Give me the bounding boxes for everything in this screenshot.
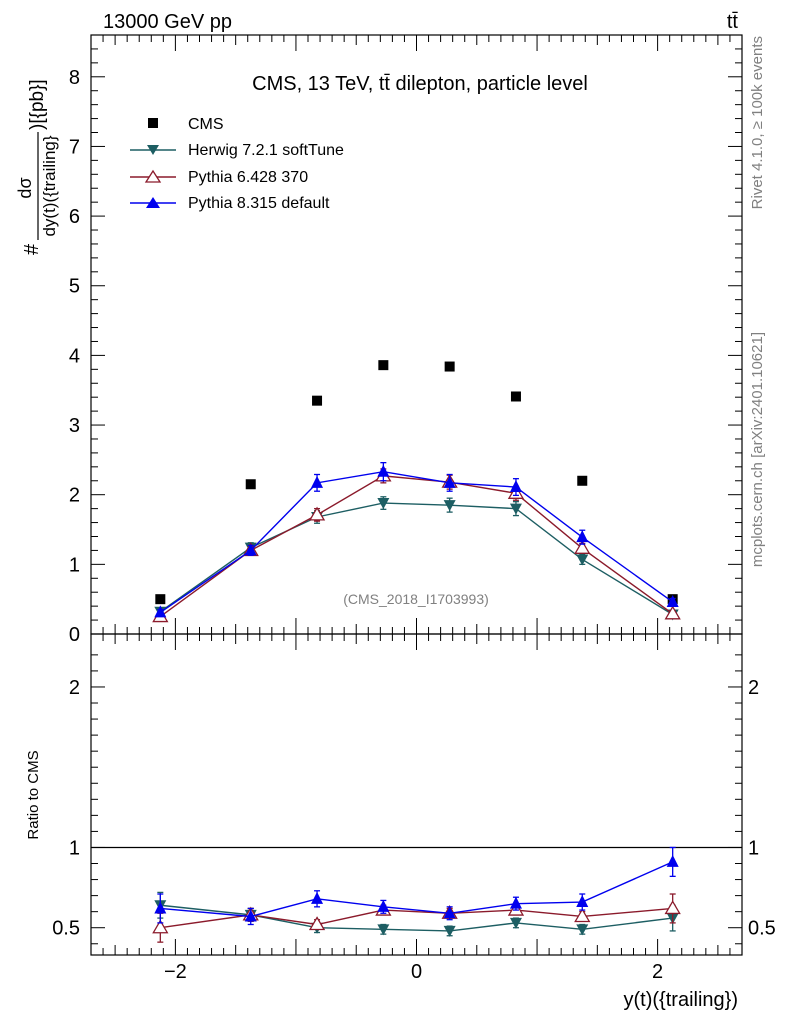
legend-label-pythia6: Pythia 6.428 370 xyxy=(188,169,308,186)
legend-marker-pythia8 xyxy=(146,197,160,208)
top-point-cms-0 xyxy=(510,391,521,402)
ratio-y-axis-label: Ratio to CMS xyxy=(25,750,42,839)
ratio-y-tick-label-right: 0.5 xyxy=(748,918,776,940)
ratio-y-tick-label-right: 2 xyxy=(748,677,759,699)
top-line-pythia-2 xyxy=(159,475,674,618)
ratio-point-pythia-3 xyxy=(509,896,522,909)
y-label-numerator: dσ xyxy=(15,177,35,198)
legend-entry-pythia8: Pythia 8.315 default xyxy=(130,195,330,212)
ratio-point-pythia-3 xyxy=(311,891,324,904)
ratio-point-pythia-2 xyxy=(152,919,169,934)
ratio-point-pythia-3 xyxy=(666,854,679,867)
ratio-point-herwig-1 xyxy=(576,924,589,936)
top-point-cms-0 xyxy=(155,594,166,605)
legend-entry-herwig: Herwig 7.2.1 softTune xyxy=(130,142,344,159)
ratio-point-pythia-3 xyxy=(244,909,257,922)
ratio-line-pythia-3 xyxy=(160,861,673,918)
top-point-pythia-3 xyxy=(244,543,257,556)
x-axis-label: y(t)({trailing}) xyxy=(624,989,738,1011)
ratio-y-tick-label-right: 1 xyxy=(748,837,759,859)
ratio-point-pythia-3 xyxy=(576,895,589,908)
ratio-axis-ticks xyxy=(91,654,742,945)
top-point-herwig-1 xyxy=(443,500,456,512)
legend: CMS Herwig 7.2.1 softTune Pythia 6.428 3… xyxy=(130,116,344,212)
top-point-herwig-1 xyxy=(377,498,390,510)
source-label: mcplots.cern.ch [arXiv:2401.10621] xyxy=(749,332,766,567)
top-y-axis-label: # dσ dy(t)({trailing} )[{pb}] xyxy=(15,79,59,255)
top-point-cms-0 xyxy=(444,361,455,372)
ratio-point-herwig-1 xyxy=(377,924,390,936)
x-tick-label: −2 xyxy=(164,961,187,983)
x-tick-labels: −2 0 2 xyxy=(164,961,663,983)
top-point-pythia-3 xyxy=(509,480,522,493)
x-axis-ticks xyxy=(102,35,731,955)
top-y-tick-label: 5 xyxy=(69,276,80,298)
top-point-pythia-2 xyxy=(308,506,326,521)
y-label-denominator: dy(t)({trailing} xyxy=(40,135,59,236)
legend-label-herwig: Herwig 7.2.1 softTune xyxy=(188,142,344,159)
top-point-pythia-3 xyxy=(154,605,167,618)
ratio-y-tick-label-left: 2 xyxy=(69,677,80,699)
top-point-pythia-3 xyxy=(666,594,679,607)
top-point-pythia-2 xyxy=(574,540,591,554)
legend-label-cms: CMS xyxy=(188,116,224,133)
top-y-tick-label: 0 xyxy=(69,624,80,646)
ratio-point-pythia-2 xyxy=(574,908,591,923)
top-y-tick-label: 8 xyxy=(69,67,80,89)
legend-entry-cms: CMS xyxy=(148,116,224,133)
ratio-point-herwig-1 xyxy=(509,917,522,929)
top-axis-ticks xyxy=(91,48,742,635)
chart-title: CMS, 13 TeV, tt̄ dilepton, particle leve… xyxy=(252,73,588,95)
ratio-point-pythia-3 xyxy=(154,901,167,914)
legend-marker-cms xyxy=(148,118,158,128)
ratio-point-pythia-2 xyxy=(308,916,326,931)
top-y-tick-label: 7 xyxy=(69,136,80,158)
top-point-pythia-3 xyxy=(576,530,589,543)
process-label: tt̄ xyxy=(727,11,739,33)
top-line-herwig-1 xyxy=(159,502,674,616)
ratio-point-pythia-3 xyxy=(377,899,390,912)
top-y-tick-labels: 0 1 2 3 4 5 6 7 8 xyxy=(69,67,80,646)
ratio-panel-frame xyxy=(90,633,743,956)
legend-entry-pythia6: Pythia 6.428 370 xyxy=(130,169,308,186)
ratio-y-tick-labels: 0.5 0.5 1 1 2 2 xyxy=(52,677,776,940)
legend-marker-herwig xyxy=(147,145,159,155)
top-point-pythia-2 xyxy=(664,605,681,620)
y-label-prefix: # xyxy=(21,243,43,255)
ratio-y-tick-label-left: 1 xyxy=(69,837,80,859)
top-y-tick-label: 4 xyxy=(69,345,80,367)
top-panel-series xyxy=(152,360,681,623)
top-point-pythia-3 xyxy=(311,475,324,488)
top-y-tick-label: 6 xyxy=(69,206,80,228)
x-tick-label: 0 xyxy=(411,961,422,983)
y-label-suffix: )[{pb}] xyxy=(27,79,48,130)
analysis-label: (CMS_2018_I1703993) xyxy=(343,591,489,607)
ratio-point-pythia-3 xyxy=(443,906,456,919)
ratio-point-pythia-2 xyxy=(664,900,681,915)
x-tick-label: 2 xyxy=(652,961,663,983)
legend-marker-pythia6 xyxy=(144,169,162,183)
ratio-panel-series xyxy=(152,846,681,943)
top-point-cms-0 xyxy=(378,360,389,371)
energy-label: 13000 GeV pp xyxy=(103,11,232,33)
ratio-point-herwig-1 xyxy=(443,925,456,937)
top-point-herwig-1 xyxy=(576,554,589,566)
top-point-pythia-3 xyxy=(377,464,390,477)
top-y-tick-label: 2 xyxy=(69,485,80,507)
rivet-label: Rivet 4.1.0, ≥ 100k events xyxy=(749,36,766,209)
top-point-cms-0 xyxy=(577,475,588,486)
top-y-tick-label: 1 xyxy=(69,554,80,576)
top-y-tick-label: 3 xyxy=(69,415,80,437)
top-point-herwig-1 xyxy=(509,503,522,515)
ratio-line-pythia-2 xyxy=(160,907,673,929)
top-line-pythia-3 xyxy=(159,471,674,613)
legend-label-pythia8: Pythia 8.315 default xyxy=(188,195,330,212)
top-point-cms-0 xyxy=(245,479,256,490)
top-point-pythia-3 xyxy=(443,475,456,488)
ratio-y-tick-label-left: 0.5 xyxy=(52,918,80,940)
ratio-line-herwig-1 xyxy=(160,904,673,932)
top-point-cms-0 xyxy=(312,395,323,406)
